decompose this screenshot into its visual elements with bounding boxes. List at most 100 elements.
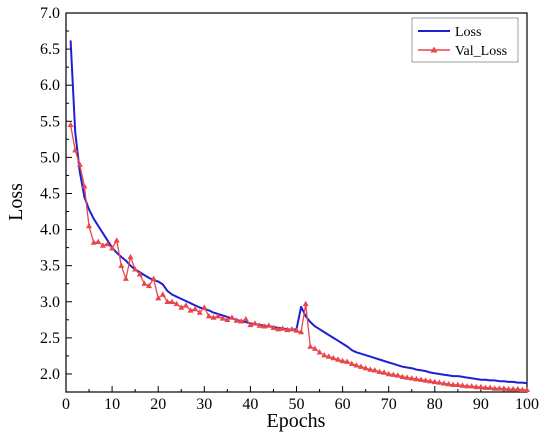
val-loss-point <box>113 237 120 243</box>
val-loss-point <box>422 377 429 383</box>
val-loss-point <box>524 386 530 392</box>
x-tick-label: 30 <box>196 396 212 413</box>
val-loss-point <box>459 382 466 388</box>
val-loss-point <box>367 366 374 372</box>
val-loss-point <box>298 328 305 335</box>
y-axis-title: Loss <box>5 183 27 221</box>
val-loss-point <box>284 326 291 333</box>
axis-ticks: 0 10 20 30 40 50 60 70 80 90 100 2.0 2.5 3.0 3.5 4.0 4.5… <box>40 5 539 413</box>
val-loss-point <box>233 317 240 323</box>
val-loss-point <box>339 357 346 364</box>
val-loss-point <box>427 378 434 384</box>
val-loss-point <box>436 379 443 385</box>
val-loss-point <box>288 326 295 332</box>
val-loss-point <box>109 245 116 251</box>
val-loss-point <box>519 386 526 392</box>
legend: Loss Val_Loss <box>411 17 519 63</box>
val-loss-point <box>390 371 397 377</box>
val-loss-point <box>464 383 471 389</box>
val-loss-point <box>408 375 415 381</box>
val-loss-point <box>371 367 378 373</box>
val-loss-point <box>270 324 277 330</box>
val-loss-point <box>358 363 364 369</box>
x-tick-label: 40 <box>242 396 258 413</box>
series-layer <box>67 40 530 392</box>
val-loss-point <box>482 384 489 390</box>
x-tick-label: 20 <box>150 396 166 413</box>
val-loss-point <box>316 349 323 355</box>
val-loss-point <box>205 313 212 319</box>
val-loss-point <box>302 300 309 307</box>
val-loss-point <box>404 374 411 380</box>
val-loss-point <box>173 300 180 307</box>
val-loss-point <box>81 183 88 189</box>
x-tick-label: 90 <box>473 396 489 413</box>
x-axis-title: Epochs <box>267 410 326 432</box>
val-loss-point <box>122 275 129 281</box>
series-line-val-loss <box>69 124 527 391</box>
val-loss-point <box>178 304 185 310</box>
x-tick-label: 70 <box>381 396 397 413</box>
val-loss-point <box>418 376 424 382</box>
val-loss-point <box>477 383 484 390</box>
val-loss-point <box>279 325 286 331</box>
legend-label-val-loss: Val_Loss <box>455 44 507 59</box>
val-loss-point <box>450 381 457 387</box>
val-loss-point <box>293 327 300 333</box>
val-loss-point <box>344 358 351 364</box>
val-loss-point <box>132 266 139 272</box>
y-tick-label: 3.5 <box>40 258 60 275</box>
val-loss-point <box>473 383 480 390</box>
val-loss-point <box>321 352 328 358</box>
y-tick-label: 4.0 <box>40 222 60 239</box>
y-tick-label: 6.0 <box>40 77 60 94</box>
val-loss-point <box>307 343 314 349</box>
val-loss-point <box>491 385 498 391</box>
val-loss-point <box>164 298 171 304</box>
val-loss-point <box>431 378 438 385</box>
val-loss-point <box>500 385 507 391</box>
val-loss-point <box>496 385 503 391</box>
val-loss-point <box>95 238 102 244</box>
val-loss-point <box>210 314 217 320</box>
val-loss-point <box>192 305 199 312</box>
val-loss-point <box>215 313 222 319</box>
val-loss-point <box>261 323 268 329</box>
val-loss-point <box>413 375 420 382</box>
val-loss-point <box>468 383 475 389</box>
legend-marker-val-loss <box>430 46 438 53</box>
val-loss-point <box>150 275 157 281</box>
val-loss-point <box>311 345 318 351</box>
val-loss-point <box>247 321 254 328</box>
y-tick-label: 6.5 <box>40 41 60 58</box>
val-loss-point <box>376 368 383 374</box>
val-loss-point <box>90 239 97 245</box>
x-tick-label: 60 <box>335 396 351 413</box>
val-loss-point <box>187 307 194 313</box>
val-loss-point <box>155 295 162 301</box>
y-tick-label: 7.0 <box>40 5 60 22</box>
val-loss-point <box>136 271 143 277</box>
val-loss-point <box>265 322 272 328</box>
val-loss-point <box>72 147 79 153</box>
val-loss-point <box>487 384 494 390</box>
val-loss-point <box>182 302 189 308</box>
val-loss-point <box>510 385 517 392</box>
val-loss-point <box>353 362 360 368</box>
val-loss-point <box>76 161 83 167</box>
val-loss-point <box>454 381 461 387</box>
val-loss-point <box>445 380 452 387</box>
val-loss-point <box>441 380 447 386</box>
val-loss-point <box>505 385 512 392</box>
val-loss-point <box>67 121 74 128</box>
val-loss-point <box>238 318 245 324</box>
y-tick-label: 5.5 <box>40 113 60 130</box>
x-tick-label: 0 <box>62 396 70 413</box>
val-loss-point <box>224 316 231 322</box>
val-loss-point <box>86 222 92 229</box>
val-loss-point <box>330 354 337 361</box>
x-tick-label: 50 <box>289 396 305 413</box>
y-tick-label: 5.0 <box>40 149 60 166</box>
val-loss-point <box>99 242 106 248</box>
